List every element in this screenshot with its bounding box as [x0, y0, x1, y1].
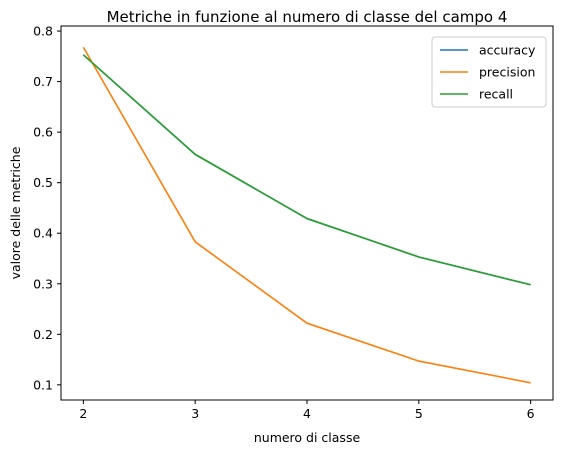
- x-tick-label: 4: [303, 406, 311, 421]
- legend-box: [431, 36, 547, 108]
- x-tick-label: 3: [191, 406, 199, 421]
- legend-label-recall: recall: [479, 87, 513, 102]
- x-axis-label: numero di classe: [254, 430, 361, 445]
- chart-title: Metriche in funzione al numero di classe…: [107, 8, 508, 26]
- x-axis-ticks: 2 3 4 5 6: [79, 400, 535, 421]
- y-tick-label: 0.2: [33, 327, 53, 342]
- y-tick-label: 0.5: [33, 175, 53, 190]
- y-tick-label: 0.4: [33, 226, 53, 241]
- y-tick-label: 0.6: [33, 125, 53, 140]
- x-tick-label: 5: [415, 406, 423, 421]
- x-tick-label: 6: [527, 406, 535, 421]
- y-axis-ticks: 0.1 0.2 0.3 0.4 0.5 0.6 0.7 0.8: [33, 24, 61, 392]
- x-tick-label: 2: [79, 406, 87, 421]
- legend: accuracy precision recall: [431, 36, 547, 108]
- series-line-precision: [82, 46, 531, 384]
- y-tick-label: 0.7: [33, 74, 53, 89]
- y-tick-label: 0.8: [33, 24, 53, 39]
- legend-label-accuracy: accuracy: [479, 43, 536, 58]
- y-tick-label: 0.1: [33, 377, 53, 392]
- y-tick-label: 0.3: [33, 276, 53, 291]
- legend-label-precision: precision: [479, 65, 535, 80]
- series-lines: [82, 46, 531, 384]
- y-axis-label: valore delle metriche: [8, 146, 23, 279]
- series-line-recall: [82, 54, 531, 286]
